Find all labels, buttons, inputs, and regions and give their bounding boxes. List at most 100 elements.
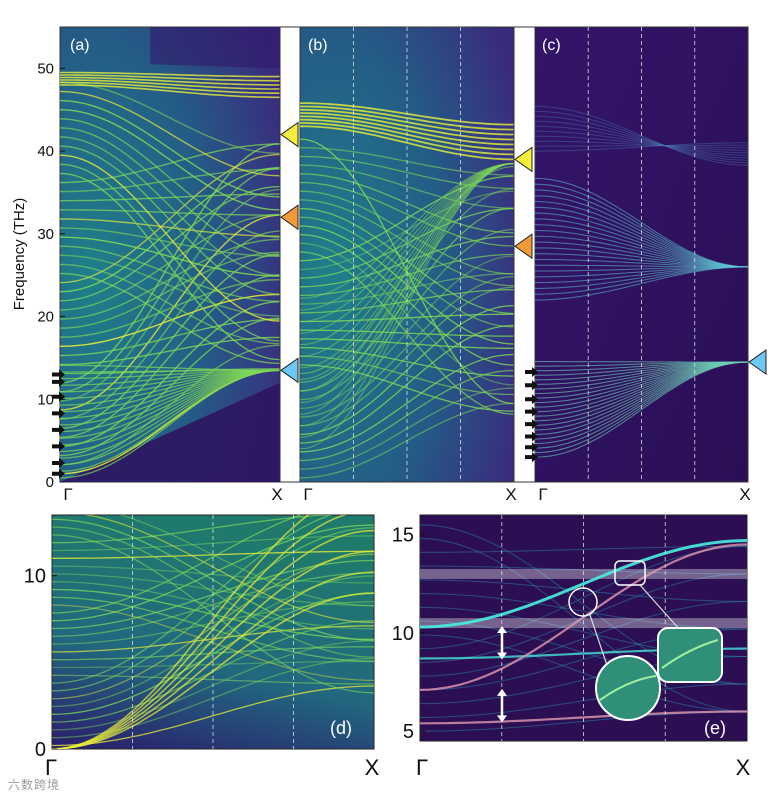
y-tick-label: 0 [46, 474, 54, 491]
y-axis-label: Frequency (THz) [11, 198, 28, 311]
triangle-marker-blue [748, 349, 767, 376]
x-tick-label-gamma: Γ [416, 755, 428, 780]
watermark: 六数跨境 [8, 778, 61, 792]
panel-e-label: (e) [704, 718, 726, 738]
inset-zoom-circle [595, 655, 661, 721]
x-tick-label-x: X [365, 755, 380, 780]
band-line [300, 115, 514, 146]
gap-arrow-head [497, 652, 507, 660]
band-line [420, 593, 747, 630]
band-line [60, 209, 280, 216]
band-line [300, 155, 514, 190]
band-line [60, 274, 280, 438]
gap-arrow-head [497, 626, 507, 634]
band-line [60, 163, 280, 342]
y-tick-label: 40 [37, 143, 54, 160]
panel-e-bands [420, 515, 747, 741]
inset-zoom-rect [657, 627, 723, 683]
panel-a-bands [60, 27, 280, 482]
arrow-marker [52, 408, 65, 419]
band-line [535, 177, 748, 268]
band-line [300, 251, 514, 415]
arrow-marker [52, 376, 65, 387]
x-tick-label-x: X [505, 485, 516, 504]
band-line [535, 144, 748, 147]
band-line [60, 236, 280, 277]
band-line [60, 172, 280, 361]
band-line [60, 143, 280, 184]
band-line [52, 581, 374, 630]
band-line [420, 579, 747, 603]
panel-b: (b) [299, 26, 515, 483]
band-line [535, 135, 748, 151]
y-tick-label: 10 [37, 391, 54, 408]
arrow-marker [52, 424, 65, 435]
triangle-marker-orange [514, 233, 533, 260]
panel-c-label: (c) [542, 37, 561, 54]
gap-arrow-head [497, 688, 507, 696]
band-line [420, 600, 747, 677]
band-line [60, 109, 280, 211]
band-line [52, 515, 335, 544]
arrow-marker [525, 366, 538, 377]
band-line [60, 153, 280, 284]
y-tick-label: 30 [37, 226, 54, 243]
arrow-marker [525, 419, 538, 430]
band-line [60, 143, 280, 384]
band-line [52, 550, 374, 559]
pink-mode [420, 710, 747, 725]
y-tick-label: 20 [37, 309, 54, 326]
band-line [60, 251, 280, 329]
band-line [300, 162, 514, 334]
arrow-marker [525, 406, 538, 417]
band-line [535, 115, 748, 161]
band-line [300, 364, 514, 412]
y-tick-label: 15 [392, 525, 414, 547]
panel-d-ticks: 0 10 Γ X [24, 566, 380, 780]
band-line [300, 162, 514, 392]
frequency-markers [280, 121, 767, 384]
band-line [420, 634, 747, 713]
dark-region [150, 27, 280, 69]
y-tick-label: 10 [392, 623, 414, 645]
band-line [60, 167, 280, 293]
panel-d-label: (d) [330, 718, 352, 738]
band-line [60, 336, 280, 366]
triangle-marker-yellow [280, 121, 299, 148]
band-line [535, 140, 748, 149]
band-line [60, 254, 280, 317]
band-line [300, 225, 514, 345]
triangle-marker-yellow [514, 146, 533, 173]
band-line [300, 181, 514, 247]
band-line [300, 353, 514, 453]
band-line [60, 238, 280, 320]
triangle-marker-orange [280, 204, 299, 231]
band-line [52, 571, 374, 749]
pink-mode [420, 543, 747, 691]
x-tick-label-x: X [736, 755, 751, 780]
band-line [60, 227, 280, 258]
band-line [60, 74, 280, 82]
band-line [60, 136, 280, 277]
band-line [60, 364, 280, 371]
panel-d: (d) 0 10 Γ X [24, 514, 380, 780]
band-line [60, 118, 280, 238]
y-tick-label: 5 [403, 721, 414, 743]
y-tick-label: 10 [24, 566, 46, 588]
band-line [60, 76, 280, 86]
band-line [60, 318, 280, 357]
band-line [535, 110, 748, 164]
panel-a-arrows [52, 369, 65, 479]
band-line [300, 162, 514, 311]
band-line [300, 164, 514, 209]
inset-marker-rect [614, 560, 646, 586]
band-line [60, 263, 280, 345]
band-line [60, 71, 280, 78]
band-line [52, 515, 302, 614]
panel-c-bands [535, 27, 748, 482]
panel-a: (a) Frequency (THz) 0 10 20 30 40 50 [11, 26, 281, 491]
band-line [300, 108, 514, 136]
gap-arrow-head [497, 715, 507, 723]
